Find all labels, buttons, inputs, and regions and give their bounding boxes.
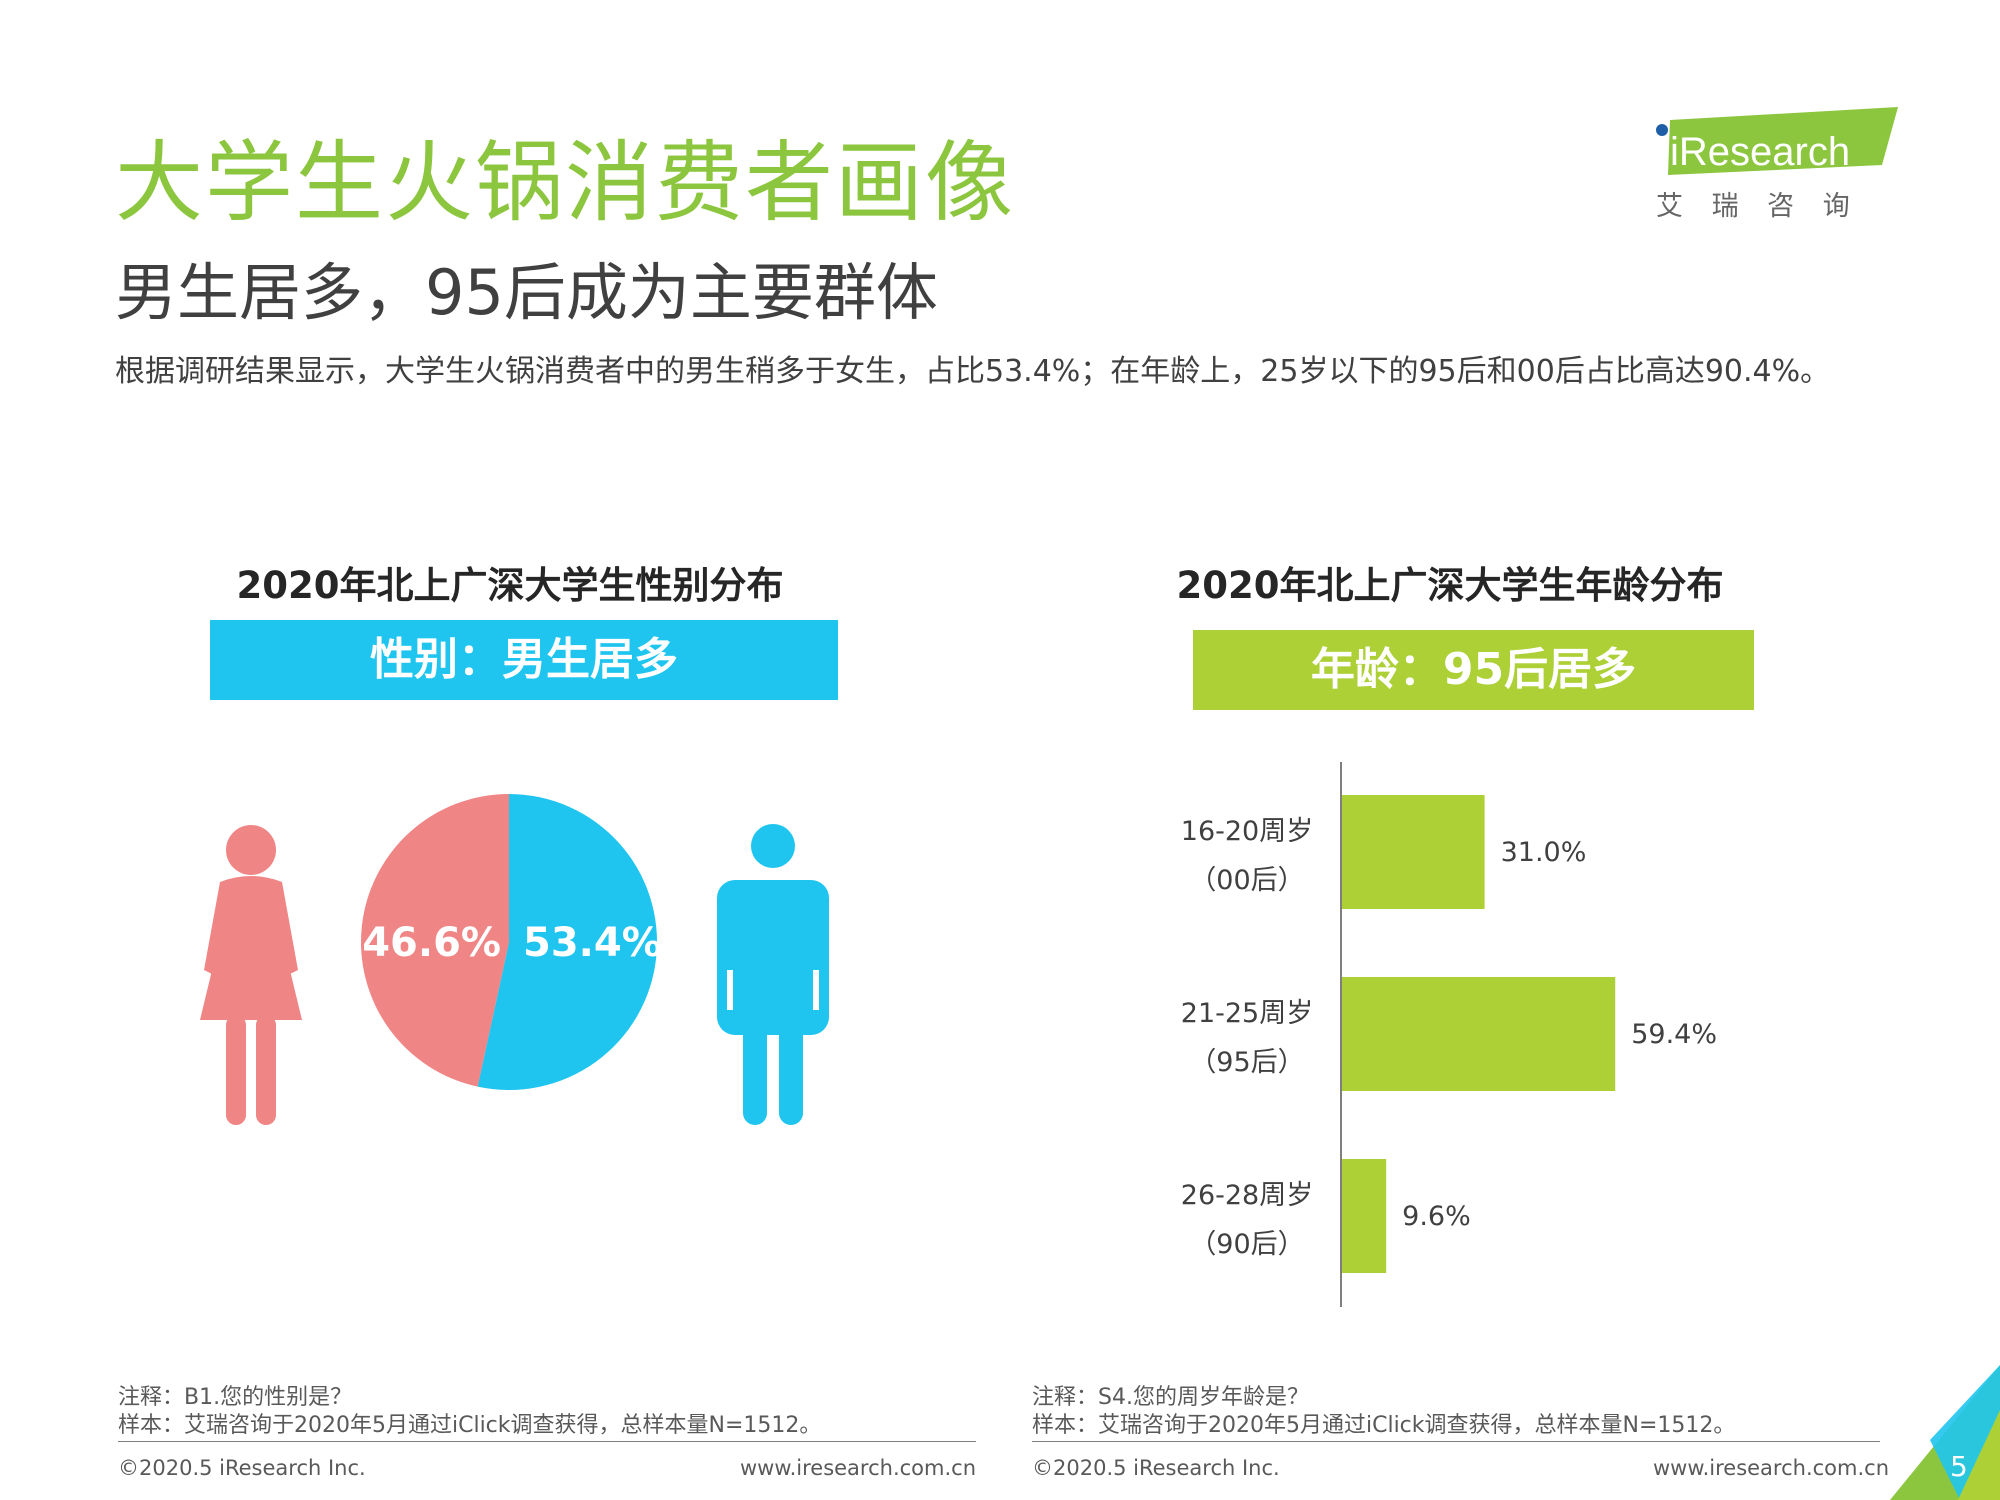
female-icon — [200, 825, 302, 1125]
bar-group: 31.0% 16-20周岁 （00后） 59.4% 21-25周岁 （95后） 9.6% 26… — [1181, 795, 1717, 1273]
logo-chinese-text: 艾 瑞 咨 询 — [1656, 191, 1860, 222]
age-value-label-2: 9.6% — [1402, 1201, 1471, 1232]
pie-group: 46.6% 53.4% — [361, 794, 662, 1090]
gender-pie-chart: 46.6% 53.4% — [200, 794, 829, 1125]
note-right: 注释：S4.您的周岁年龄是？ 样本：艾瑞咨询于2020年5月通过iClick调查… — [1032, 1384, 1735, 1440]
age-banner: 年龄：95后居多 — [1193, 630, 1754, 710]
pie-slice-1 — [477, 794, 657, 1090]
pie-slice-0 — [361, 794, 509, 1087]
note-right-sample: 样本：艾瑞咨询于2020年5月通过iClick调查获得，总样本量N=1512。 — [1032, 1413, 1736, 1438]
page-subtitle: 男生居多，95后成为主要群体 — [115, 256, 938, 329]
age-category-sublabel-0: （00后） — [1189, 865, 1304, 896]
pie-label-male: 53.4% — [523, 920, 662, 966]
footer-copyright-right: ©2020.5 iResearch Inc. — [1032, 1456, 1280, 1480]
footer-website-left[interactable]: www.iresearch.com.cn — [740, 1456, 977, 1480]
age-value-label-1: 59.4% — [1631, 1019, 1717, 1050]
footer-copyright-left: ©2020.5 iResearch Inc. — [118, 1456, 366, 1480]
age-category-label-0: 16-20周岁 — [1181, 816, 1313, 847]
pie-label-female: 46.6% — [362, 920, 501, 966]
summary-text: 根据调研结果显示，大学生火锅消费者中的男生稍多于女生，占比53.4%；在年龄上，… — [115, 354, 1831, 389]
age-bar-1 — [1342, 977, 1616, 1091]
footer-divider-right — [1032, 1441, 1880, 1442]
note-left-sample: 样本：艾瑞咨询于2020年5月通过iClick调查获得，总样本量N=1512。 — [118, 1413, 822, 1438]
age-category-sublabel-1: （95后） — [1189, 1047, 1304, 1078]
age-chart-title: 2020年北上广深大学生年龄分布 — [1176, 564, 1724, 607]
footer-website-right[interactable]: www.iresearch.com.cn — [1653, 1456, 1890, 1480]
age-value-label-0: 31.0% — [1501, 837, 1587, 868]
age-bar-chart: 31.0% 16-20周岁 （00后） 59.4% 21-25周岁 （95后） 9.6% 26… — [1181, 762, 1717, 1307]
page-number: 5 — [1950, 1450, 1968, 1483]
note-left: 注释：B1.您的性别是？ 样本：艾瑞咨询于2020年5月通过iClick调查获得… — [118, 1384, 821, 1440]
iresearch-logo: iResearch 艾 瑞 咨 询 — [1650, 105, 1900, 230]
page-title: 大学生火锅消费者画像 — [115, 131, 1016, 234]
age-bar-2 — [1342, 1159, 1387, 1273]
age-category-label-1: 21-25周岁 — [1181, 998, 1313, 1029]
note-right-question: 注释：S4.您的周岁年龄是？ — [1032, 1385, 1309, 1410]
logo-brand-text: iResearch — [1670, 130, 1850, 174]
male-icon — [717, 824, 829, 1125]
age-category-sublabel-2: （90后） — [1189, 1229, 1304, 1260]
age-bar-0 — [1342, 795, 1485, 909]
gender-chart-title: 2020年北上广深大学生性别分布 — [236, 564, 784, 607]
footer-divider-left — [118, 1441, 976, 1442]
age-category-label-2: 26-28周岁 — [1181, 1180, 1313, 1211]
note-left-question: 注释：B1.您的性别是？ — [118, 1385, 353, 1410]
gender-banner: 性别：男生居多 — [210, 620, 838, 700]
